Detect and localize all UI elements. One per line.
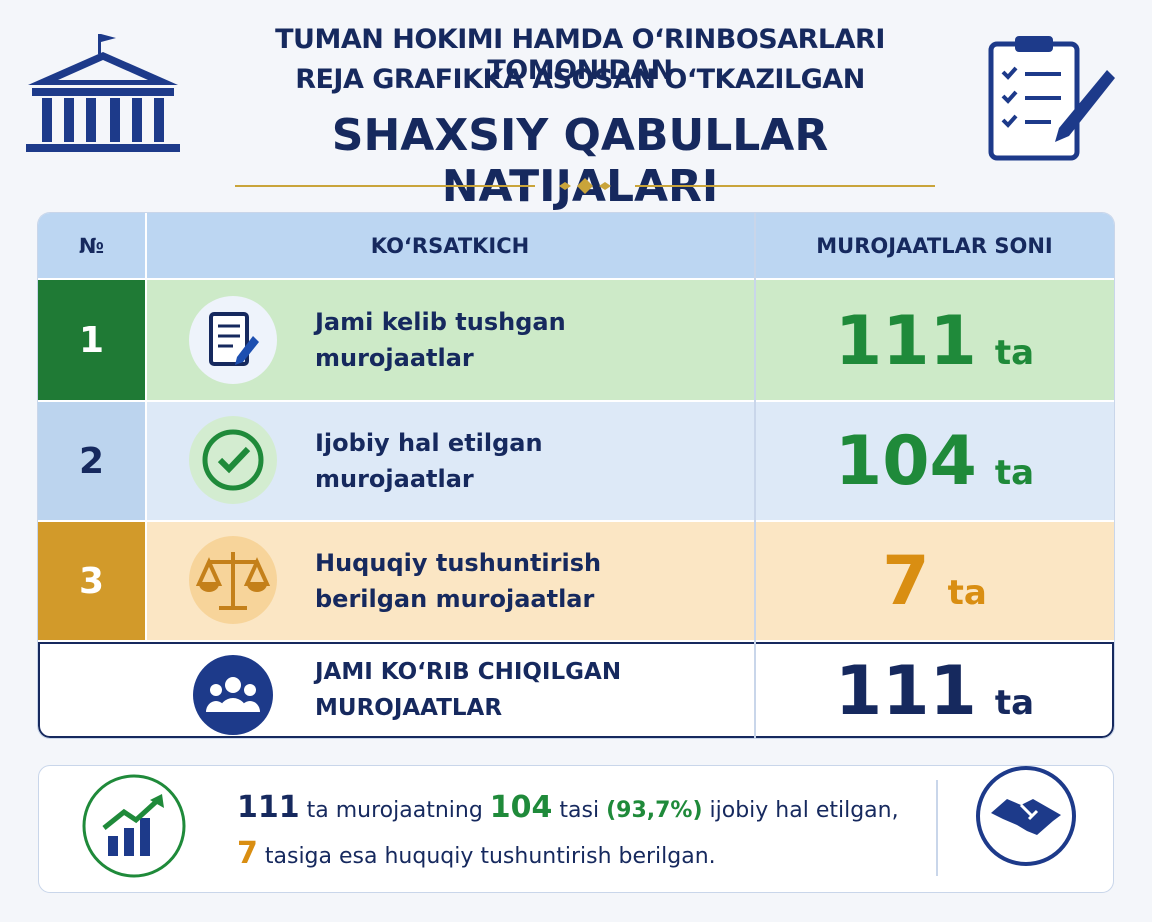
label-line: berilgan murojaatlar	[315, 585, 595, 613]
value: 111	[834, 652, 977, 731]
row-number: 3	[78, 560, 105, 602]
row-number: 2	[78, 440, 105, 482]
value: 111	[834, 302, 977, 381]
clipboard-icon	[988, 36, 1115, 161]
summary-text: ijobiy hal etilgan,	[702, 798, 899, 823]
unit: ta	[994, 683, 1035, 723]
scales-icon	[189, 536, 277, 624]
col-divider	[754, 213, 756, 738]
row-number: 1	[78, 319, 105, 361]
value-cell: 104 ta	[755, 422, 1114, 502]
unit: ta	[994, 333, 1035, 373]
row-label: Huquqiy tushuntirish berilgan murojaatlar	[315, 522, 601, 640]
document-icon	[189, 296, 277, 384]
label-line: Ijobiy hal etilgan	[315, 429, 543, 457]
value-cell: 111 ta	[755, 652, 1114, 732]
divider	[235, 178, 935, 194]
title-line: REJA GRAFIKKA ASOSAN O‘TKAZILGAN	[295, 64, 865, 95]
summary-box	[38, 765, 1114, 893]
col-divider	[145, 213, 147, 640]
summary-text: ta murojaatning	[299, 798, 490, 823]
label-line: murojaatlar	[315, 344, 474, 372]
summary-number: 104	[489, 790, 553, 825]
summary-text: tasiga esa huquqiy tushuntirish berilgan…	[257, 844, 716, 869]
summary-line: 111 ta murojaatning 104 tasi (93,7%) ijo…	[237, 790, 899, 825]
growth-icon	[82, 774, 186, 878]
check-icon	[189, 416, 277, 504]
handshake-icon	[976, 766, 1076, 866]
summary-text: tasi	[552, 798, 607, 823]
building-icon	[26, 34, 180, 152]
number-cell	[38, 280, 145, 400]
label-line: murojaatlar	[315, 465, 474, 493]
people-icon	[193, 655, 273, 735]
column-header: MUROJAATLAR SONI	[816, 233, 1053, 258]
summary-percent: (93,7%)	[606, 798, 703, 823]
summary-number: 111	[237, 790, 300, 825]
row-label: Jami kelib tushgan murojaatlar	[315, 280, 566, 400]
value-cell: 111 ta	[755, 302, 1114, 382]
total-label: JAMI KO‘RIB CHIQILGAN MUROJAATLAR	[315, 642, 621, 738]
summary-line: 7 tasiga esa huquqiy tushuntirish berilg…	[237, 836, 716, 871]
title-line: TUMAN HOKIMI HAMDA O‘RINBOSARLARI TOMONI…	[275, 24, 885, 86]
summary-divider	[936, 780, 938, 876]
label-line: Huquqiy tushuntirish	[315, 549, 602, 577]
value: 104	[834, 422, 977, 501]
value-cell: 7 ta	[755, 542, 1114, 622]
row-label: Ijobiy hal etilgan murojaatlar	[315, 402, 543, 520]
label-line: MUROJAATLAR	[315, 695, 503, 721]
value: 7	[882, 542, 930, 621]
number-cell	[38, 522, 145, 640]
unit: ta	[994, 453, 1035, 493]
label-line: JAMI KO‘RIB CHIQILGAN	[315, 659, 622, 685]
title: SHAXSIY QABULLAR NATIJALARI	[331, 110, 829, 212]
column-header: №	[78, 233, 105, 258]
label-line: Jami kelib tushgan	[315, 308, 566, 336]
unit: ta	[947, 573, 987, 613]
column-header: KO‘RSATKICH	[370, 233, 530, 258]
summary-number: 7	[237, 836, 258, 871]
number-cell	[38, 402, 145, 520]
table-header	[38, 213, 1114, 278]
